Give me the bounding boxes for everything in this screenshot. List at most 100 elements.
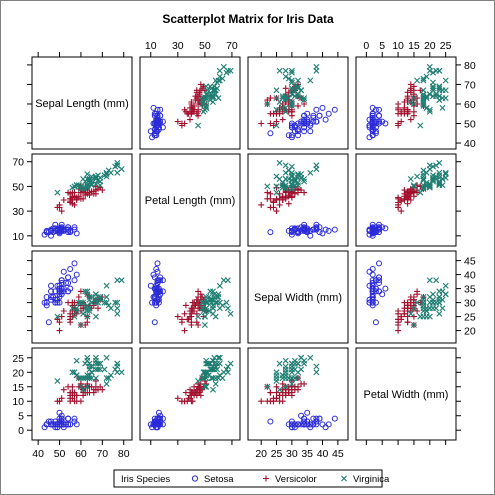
point-virginica [426,299,433,306]
point-virginica [430,291,436,298]
point-setosa [159,415,166,422]
point-virginica [291,93,298,100]
tick-label-left-petal-width: 25 [12,353,24,365]
point-virginica [420,299,427,306]
point-versicolor [196,386,203,393]
point-virginica [84,288,91,295]
point-setosa [366,268,373,275]
point-versicolor [264,97,271,104]
point-virginica [436,169,443,176]
point-virginica [282,162,289,169]
point-setosa [310,226,317,233]
point-virginica [92,180,99,187]
point-setosa [63,280,69,286]
legend-marker-virginica [341,475,347,482]
point-virginica [227,360,234,367]
point-virginica [88,363,95,370]
point-setosa [63,421,69,428]
point-setosa [376,277,382,284]
point-virginica [114,159,121,166]
point-versicolor [276,398,283,405]
point-virginica [276,360,283,367]
point-virginica [75,375,82,382]
point-setosa [372,124,379,131]
point-setosa [56,421,63,428]
panel-2-3 [355,250,457,344]
point-virginica [114,169,121,176]
point-virginica [77,322,84,328]
point-virginica [426,91,433,98]
diagonal-label-sepal-length: Sepal Length (mm) [35,98,129,110]
point-virginica [84,313,91,320]
point-versicolor [182,302,189,309]
tick-label-right-sepal-width: 45 [464,256,476,268]
point-virginica [288,102,295,109]
tick-label-left-petal-width: 20 [12,367,24,379]
point-virginica [433,277,440,284]
point-virginica [273,87,280,94]
point-versicolor [258,201,265,208]
point-setosa [376,280,382,286]
point-versicolor [267,398,274,405]
point-setosa [319,104,326,111]
point-setosa [48,288,54,295]
point-versicolor [82,389,89,396]
point-setosa [301,118,308,125]
point-virginica [216,372,223,379]
point-virginica [313,369,320,376]
point-setosa [304,225,311,232]
point-setosa [73,271,80,278]
tick-label-right-sepal-width: 40 [464,270,476,282]
point-versicolor [404,319,411,326]
point-virginica [216,67,223,74]
point-setosa [310,118,317,125]
point-virginica [86,177,93,184]
point-versicolor [197,291,204,298]
point-versicolor [295,102,301,109]
point-virginica [420,102,427,109]
point-virginica [203,83,210,90]
point-virginica [77,299,84,306]
point-virginica [298,87,305,94]
point-virginica [54,189,61,196]
point-setosa [288,418,295,425]
point-versicolor [270,122,277,129]
point-virginica [295,77,301,84]
point-virginica [107,305,114,312]
point-versicolor [181,106,188,113]
point-setosa [313,221,320,228]
point-virginica [288,180,295,187]
point-setosa [298,412,305,419]
point-versicolor [398,208,405,215]
tick-label-left-petal-width: 5 [18,411,24,423]
point-versicolor [67,398,74,405]
point-virginica [410,101,417,107]
point-virginica [75,299,82,306]
legend-label-setosa: Setosa [204,474,234,485]
tick-label-bottom-sepal-length: 40 [32,448,44,460]
point-setosa [58,221,65,228]
point-versicolor [60,197,67,203]
point-versicolor [417,87,424,94]
point-versicolor [258,398,265,405]
panel-0-0 [31,56,133,150]
point-setosa [58,421,65,428]
panel-3-3 [355,347,457,441]
tick-label-top-petal-length: 30 [172,40,184,52]
point-virginica [442,291,449,298]
point-virginica [73,182,80,189]
tick-label-left-petal-length: 70 [12,157,24,169]
point-versicolor [185,395,192,402]
point-virginica [282,95,289,102]
point-setosa [63,226,69,233]
point-versicolor [407,85,414,92]
point-setosa [376,288,382,295]
point-setosa [267,130,274,137]
point-virginica [407,176,414,182]
point-virginica [82,360,89,367]
point-virginica [423,308,430,314]
tick-label-top-petal-width: 20 [424,40,436,52]
point-virginica [407,99,414,105]
tick-label-bottom-sepal-width: 45 [332,448,344,460]
